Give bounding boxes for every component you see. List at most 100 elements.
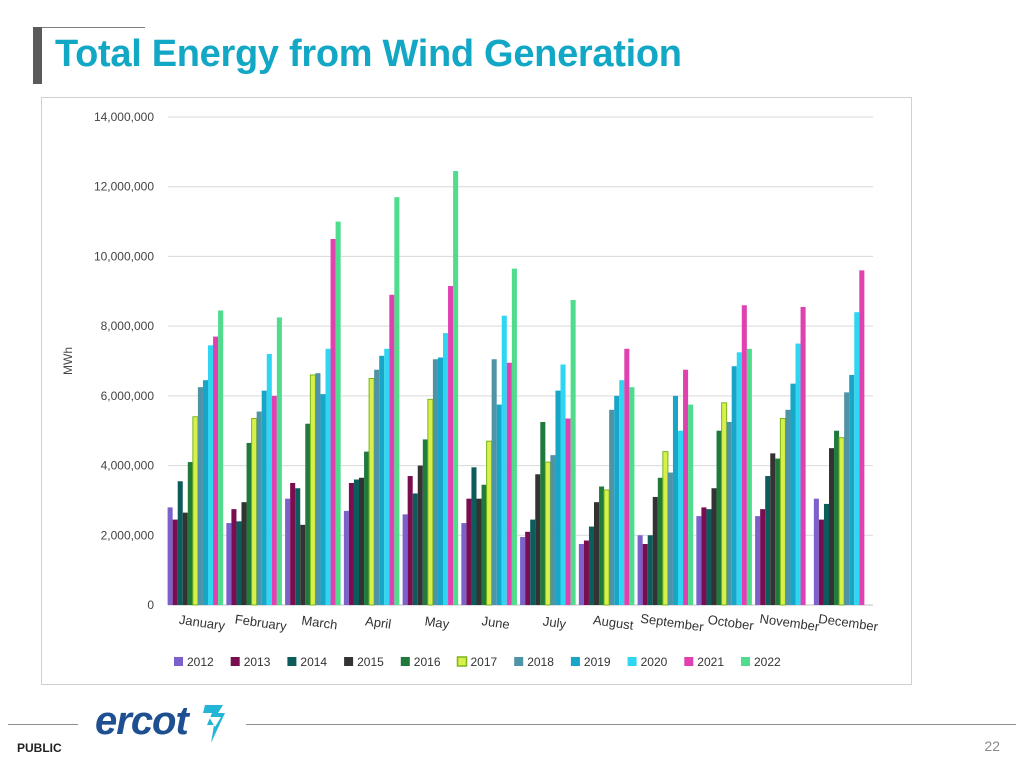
bar-2015-june <box>476 498 482 605</box>
bar-2012-november <box>755 516 761 605</box>
bar-2014-march <box>295 488 301 605</box>
bar-2017-may <box>427 398 434 606</box>
x-tick-label: June <box>481 613 511 632</box>
bar-2015-may <box>417 465 423 605</box>
x-tick-label: May <box>424 613 451 631</box>
bar-2021-february <box>271 395 277 605</box>
bar-2012-august <box>578 544 584 605</box>
y-tick-label: 14,000,000 <box>94 110 154 124</box>
bar-2013-april <box>348 483 354 605</box>
bar-2020-may <box>443 333 449 605</box>
x-tick-label: October <box>707 612 756 633</box>
bar-2017-february <box>251 418 258 606</box>
bar-2021-november <box>800 306 806 605</box>
page-number: 22 <box>984 738 1000 754</box>
y-tick-label: 4,000,000 <box>101 459 155 473</box>
bar-2015-october <box>711 488 717 605</box>
bar-2014-july <box>530 519 536 605</box>
bar-2012-march <box>285 498 291 605</box>
public-label: PUBLIC <box>17 741 62 755</box>
legend-swatch-2013 <box>230 657 240 666</box>
legend-swatch-2021 <box>684 657 694 666</box>
legend-label-2018: 2018 <box>527 655 554 669</box>
bar-2021-august <box>624 348 630 605</box>
bar-2013-october <box>701 507 707 605</box>
bar-2017-june <box>486 440 493 606</box>
bar-2019-august <box>614 395 620 605</box>
bar-2021-july <box>565 418 571 605</box>
bar-2015-december <box>829 448 835 605</box>
bar-2018-may <box>432 359 438 605</box>
legend-label-2021: 2021 <box>697 655 724 669</box>
bar-2018-march <box>315 373 321 605</box>
bar-2019-june <box>496 404 502 605</box>
bar-2013-january <box>172 519 178 605</box>
bar-2021-january <box>213 336 219 605</box>
bar-2014-february <box>236 521 242 605</box>
bar-2015-july <box>535 474 541 605</box>
bar-2022-october <box>746 348 752 605</box>
bar-2016-november <box>775 458 781 605</box>
ercot-logo-text: ercot <box>95 699 190 743</box>
legend-swatch-2016 <box>400 657 410 666</box>
bar-2014-april <box>353 479 359 605</box>
bar-2018-april <box>374 369 380 605</box>
bar-2022-may <box>453 171 459 605</box>
bar-2016-april <box>364 451 370 605</box>
bar-2021-october <box>741 305 747 605</box>
bar-2020-december <box>854 312 860 605</box>
ercot-star-icon <box>203 705 225 743</box>
bar-2022-march <box>335 221 341 606</box>
bar-2014-november <box>765 476 771 605</box>
legend-label-2022: 2022 <box>754 655 781 669</box>
legend-label-2017: 2017 <box>471 655 498 669</box>
bar-2014-may <box>412 493 418 605</box>
bar-2021-may <box>448 286 454 605</box>
bar-2014-august <box>588 526 594 605</box>
bar-2012-january <box>167 507 173 605</box>
y-tick-label: 8,000,000 <box>101 319 155 333</box>
bar-2015-september <box>652 496 658 605</box>
chart-frame: 0 2,000,000 4,000,000 6,000,000 8,000,000 10,… <box>41 97 912 685</box>
bar-2013-july <box>525 531 531 605</box>
y-tick-label: 2,000,000 <box>101 528 155 542</box>
bar-2016-march <box>305 423 311 605</box>
bar-2020-april <box>384 348 390 605</box>
bar-2016-december <box>834 430 840 605</box>
slide-title: Total Energy from Wind Generation <box>55 33 682 75</box>
bar-2020-march <box>325 348 331 605</box>
legend-label-2014: 2014 <box>300 655 327 669</box>
bar-2020-june <box>501 315 507 605</box>
x-tick-label: November <box>759 611 821 634</box>
bar-2022-september <box>688 404 694 605</box>
y-tick-label: 10,000,000 <box>94 249 154 263</box>
bar-2016-may <box>422 439 428 605</box>
bar-2016-july <box>540 422 546 605</box>
x-tick-label: August <box>592 612 635 633</box>
bar-2018-january <box>197 387 203 605</box>
bar-2014-december <box>823 503 829 605</box>
bar-2013-march <box>290 483 296 605</box>
bar-2013-february <box>231 509 237 605</box>
bar-2013-may <box>407 476 413 605</box>
bar-2020-november <box>795 343 801 605</box>
bar-2017-july <box>544 461 551 606</box>
bar-2017-october <box>721 402 728 606</box>
bar-2018-june <box>491 359 497 605</box>
bar-2021-april <box>389 294 395 605</box>
bar-2021-december <box>859 270 865 605</box>
x-tick-label: April <box>364 613 392 631</box>
bar-2016-september <box>657 477 663 605</box>
bar-2012-september <box>637 535 643 605</box>
bar-2014-june <box>471 467 477 605</box>
bar-2017-september <box>662 451 669 606</box>
legend-swatch-2014 <box>287 657 297 666</box>
title-top-rule <box>33 27 145 28</box>
legend-swatch-2018 <box>514 657 524 666</box>
bar-2015-january <box>182 512 188 605</box>
title-accent-bar <box>33 27 42 84</box>
bar-2016-october <box>716 430 722 605</box>
y-tick-label: 6,000,000 <box>101 389 155 403</box>
bar-2019-september <box>672 395 678 605</box>
legend-swatch-2022 <box>741 657 750 666</box>
